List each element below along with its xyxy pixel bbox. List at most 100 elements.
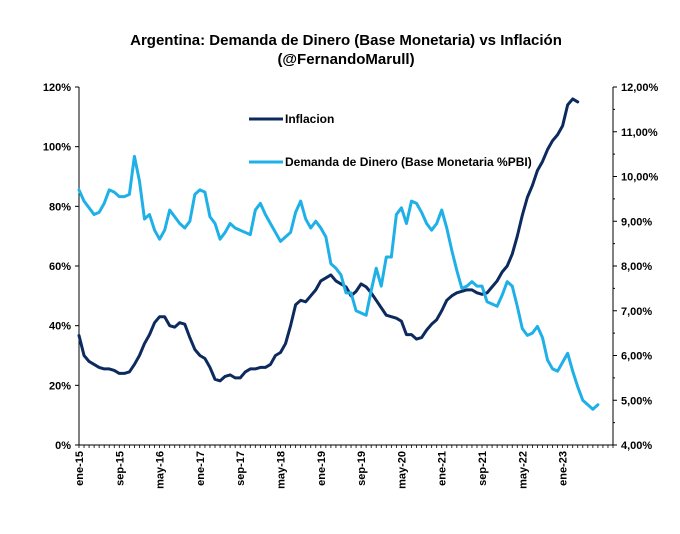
data-point-demanda: [244, 231, 247, 234]
data-point-inflacion: [461, 290, 463, 293]
data-point-inflacion: [415, 338, 418, 340]
data-point-demanda: [597, 403, 599, 406]
data-point-inflacion: [466, 289, 468, 291]
data-point-inflacion: [304, 301, 307, 303]
data-point-demanda: [546, 359, 549, 361]
data-point-inflacion: [113, 369, 116, 372]
data-point-demanda: [264, 213, 267, 216]
data-point-inflacion: [375, 299, 378, 302]
data-point-demanda: [380, 285, 383, 287]
data-point-demanda: [456, 269, 458, 272]
data-point-demanda: [556, 370, 559, 372]
data-point-inflacion: [289, 324, 292, 327]
data-point-demanda: [113, 191, 116, 193]
data-point-demanda: [108, 189, 111, 191]
left-tick-label: 100%: [43, 142, 71, 154]
data-point-inflacion: [556, 133, 559, 136]
data-point-inflacion: [138, 354, 141, 357]
data-point-demanda: [481, 285, 483, 287]
data-point-inflacion: [98, 366, 100, 369]
data-point-demanda: [445, 227, 448, 229]
left-tick-label: 120%: [43, 82, 71, 94]
data-point-inflacion: [128, 371, 131, 373]
right-tick-label: 10,00%: [621, 172, 659, 184]
data-point-inflacion: [93, 363, 95, 366]
data-point-inflacion: [365, 286, 367, 288]
data-point-inflacion: [309, 295, 312, 297]
data-point-inflacion: [244, 371, 247, 373]
data-point-demanda: [592, 408, 594, 411]
data-point-demanda: [209, 215, 211, 218]
data-point-inflacion: [194, 348, 196, 351]
data-point-demanda: [521, 327, 524, 330]
data-point-inflacion: [526, 196, 529, 199]
data-point-inflacion: [501, 271, 503, 273]
data-point-inflacion: [521, 214, 524, 217]
data-point-demanda: [148, 213, 151, 216]
data-point-demanda: [486, 301, 488, 303]
data-point-demanda: [320, 227, 322, 229]
chart-title: Argentina: Demanda de Dinero (Base Monet…: [130, 32, 562, 49]
x-tick-label: may-18: [276, 451, 288, 489]
legend-label-demanda: Demanda de Dinero (Base Monetaria %PBI): [285, 155, 532, 169]
data-point-inflacion: [516, 235, 519, 237]
data-point-inflacion: [410, 333, 413, 336]
data-point-inflacion: [486, 292, 488, 294]
x-tick-label: may-22: [517, 451, 529, 489]
data-point-demanda: [511, 285, 514, 287]
data-point-inflacion: [224, 375, 226, 378]
data-point-inflacion: [531, 184, 534, 187]
data-point-demanda: [360, 312, 362, 314]
data-point-demanda: [178, 222, 181, 225]
data-point-demanda: [269, 222, 272, 225]
data-point-demanda: [274, 231, 277, 234]
data-point-demanda: [309, 227, 312, 229]
data-point-inflacion: [189, 336, 191, 339]
data-point-demanda: [153, 229, 156, 231]
data-point-demanda: [229, 222, 231, 225]
data-point-demanda: [531, 332, 534, 334]
data-point-demanda: [476, 285, 478, 287]
data-point-inflacion: [445, 299, 448, 302]
data-point-inflacion: [133, 363, 136, 366]
data-point-inflacion: [314, 289, 317, 291]
data-point-demanda: [335, 267, 337, 270]
data-point-inflacion: [420, 336, 423, 339]
data-point-demanda: [88, 207, 90, 209]
left-tick-label: 0%: [55, 440, 71, 452]
data-point-inflacion: [360, 283, 362, 285]
left-y-axis: 0% 20% 40% 60% 80% 100% 120%: [43, 82, 79, 452]
data-point-inflacion: [440, 309, 443, 312]
data-point-demanda: [551, 368, 554, 370]
x-tick-label: sep-17: [235, 451, 247, 486]
data-point-demanda: [405, 222, 408, 225]
data-point-inflacion: [158, 315, 161, 318]
data-point-demanda: [340, 274, 342, 276]
data-point-inflacion: [385, 314, 388, 317]
data-point-inflacion: [153, 321, 156, 324]
data-point-demanda: [420, 211, 423, 214]
x-tick-label: ene-21: [437, 451, 449, 486]
x-tick-label: ene-19: [316, 451, 328, 486]
data-point-inflacion: [320, 280, 322, 282]
data-point-demanda: [219, 238, 221, 240]
x-tick-label: ene-15: [74, 451, 86, 486]
x-tick-label: may-16: [155, 451, 167, 489]
data-point-demanda: [189, 220, 191, 223]
data-point-inflacion: [546, 148, 549, 151]
data-point-demanda: [526, 334, 529, 337]
data-point-inflacion: [118, 372, 121, 375]
data-point-inflacion: [481, 293, 483, 296]
data-point-inflacion: [496, 280, 498, 282]
data-point-inflacion: [435, 318, 438, 321]
data-point-inflacion: [506, 265, 509, 267]
series-layer: [77, 97, 600, 411]
data-point-demanda: [103, 202, 105, 205]
data-point-demanda: [118, 195, 121, 198]
data-point-demanda: [93, 213, 95, 216]
data-point-demanda: [294, 211, 297, 214]
data-point-demanda: [370, 289, 372, 292]
data-point-demanda: [385, 256, 388, 258]
data-point-inflacion: [571, 98, 574, 100]
data-point-demanda: [279, 240, 282, 243]
